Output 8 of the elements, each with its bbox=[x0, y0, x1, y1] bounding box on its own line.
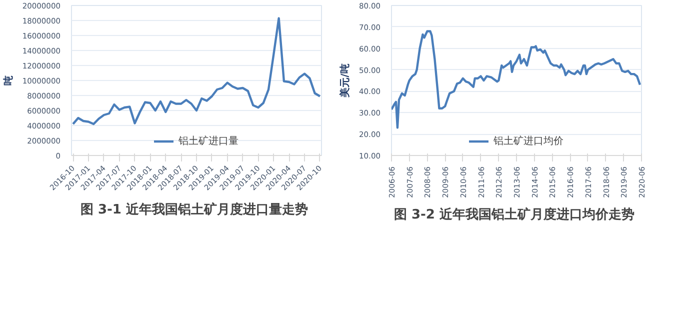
line-series bbox=[392, 30, 642, 129]
line-series bbox=[72, 17, 322, 126]
y-axis-title: 美元/吨 bbox=[339, 64, 352, 98]
legend-label: 铝土矿进口量 bbox=[178, 134, 238, 148]
text: 图 3-2 近年我国铝土矿月度进口均价走势 bbox=[394, 206, 635, 222]
y-axis-title: 吨 bbox=[2, 76, 14, 86]
legend-label: 铝土矿进口均价 bbox=[494, 134, 564, 148]
text: 图 3-1 近年我国铝土矿月度进口量走势 bbox=[80, 202, 308, 218]
